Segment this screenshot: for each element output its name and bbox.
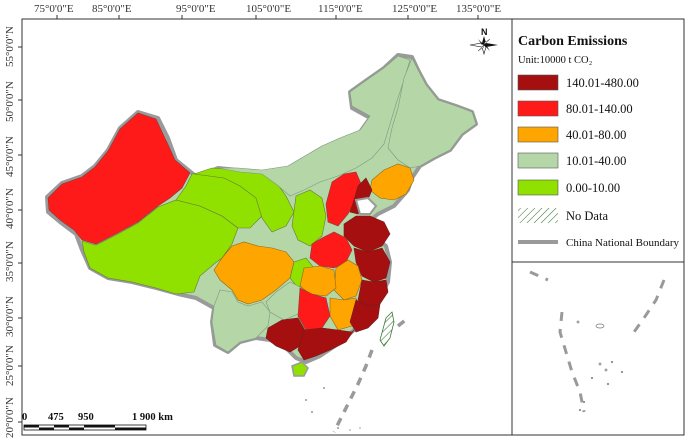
region-fujian — [349, 299, 381, 333]
lat-label-50: 50°0'0"N — [4, 81, 16, 122]
lon-label-75: 75°0'0"E — [34, 3, 74, 15]
legend-swatch-4 — [517, 152, 559, 169]
region-beijing-tianjin — [354, 196, 378, 215]
legend-label-2: 80.01-140.00 — [566, 102, 633, 116]
region-sichuan — [213, 241, 295, 305]
legend-swatch-no-data — [518, 208, 558, 223]
longitude-ticks — [56, 15, 479, 19]
region-hainan — [291, 361, 309, 377]
legend-label-3: 40.01-80.00 — [566, 128, 626, 142]
region-shandong — [343, 215, 391, 253]
region-yunnan — [211, 289, 271, 353]
south-sea-islands — [305, 387, 361, 431]
latitude-ticks — [18, 46, 22, 423]
region-zhejiang — [357, 279, 389, 309]
south-sea-boundary — [332, 349, 374, 433]
lat-label-30: 30°0'0"N — [4, 296, 16, 337]
north-label: N — [481, 27, 488, 37]
lon-label-95: 95°0'0"E — [176, 3, 216, 15]
lon-label-135: 135°0'0"E — [456, 3, 501, 15]
lat-label-55: 55°0'0"N — [4, 26, 16, 67]
scale-bar: 0 475 950 1 900 km — [22, 412, 173, 431]
region-shaanxi — [291, 189, 327, 247]
legend-label-boundary: China National Boundary — [566, 237, 680, 249]
legend-swatch-5 — [517, 179, 559, 196]
lon-label-125: 125°0'0"E — [392, 3, 437, 15]
legend-label-5: 0.00-10.00 — [566, 181, 620, 195]
lon-label-85: 85°0'0"E — [92, 3, 132, 15]
legend-unit: Unit:10000 t CO₂ — [518, 55, 593, 66]
lat-label-40: 40°0'0"N — [4, 188, 16, 229]
inset-content — [529, 270, 666, 413]
region-taiwan — [379, 311, 395, 347]
scale-label-1900: 1 900 km — [132, 412, 173, 423]
lat-label-35: 35°0'0"N — [4, 241, 16, 282]
lat-label-20: 20°0'0"N — [4, 397, 16, 438]
legend-swatch-2 — [517, 100, 559, 117]
scale-label-950: 950 — [78, 412, 94, 423]
legend-label-1: 140.01-480.00 — [566, 76, 639, 90]
region-anhui — [333, 259, 363, 301]
legend-swatch-3 — [517, 126, 559, 143]
legend-label-4: 10.01-40.00 — [566, 154, 626, 168]
region-xinjiang — [47, 112, 191, 245]
inset-islands — [576, 320, 624, 412]
legend-label-no-data: No Data — [566, 209, 608, 223]
region-hunan — [297, 287, 331, 331]
region-northeast — [387, 57, 477, 169]
scale-label-0: 0 — [22, 412, 27, 423]
lon-label-105: 105°0'0"E — [246, 3, 291, 15]
region-hubei — [299, 265, 337, 297]
lat-label-25: 25°0'0"N — [4, 345, 16, 386]
legend: Carbon Emissions Unit:10000 t CO₂ 140.01… — [517, 34, 680, 249]
longitude-labels: 75°0'0"E 85°0'0"E 95°0'0"E 105°0'0"E 115… — [34, 3, 501, 15]
south-china-sea-inset — [511, 261, 685, 436]
scale-label-475: 475 — [48, 412, 64, 423]
latitude-labels: 55°0'0"N 50°0'0"N 45°0'0"N 40°0'0"N 35°0… — [4, 26, 16, 438]
east-sea-boundary — [396, 316, 410, 328]
legend-swatch-1 — [517, 74, 559, 91]
china-map — [45, 53, 478, 433]
region-henan — [309, 231, 353, 269]
region-inner-mongolia — [217, 55, 411, 197]
legend-title: Carbon Emissions — [518, 34, 628, 49]
lon-label-115: 115°0'0"E — [318, 3, 363, 15]
region-liaoning — [369, 163, 415, 201]
region-guangdong — [297, 327, 355, 361]
north-arrow-icon: N — [469, 27, 498, 56]
lat-label-45: 45°0'0"N — [4, 136, 16, 177]
